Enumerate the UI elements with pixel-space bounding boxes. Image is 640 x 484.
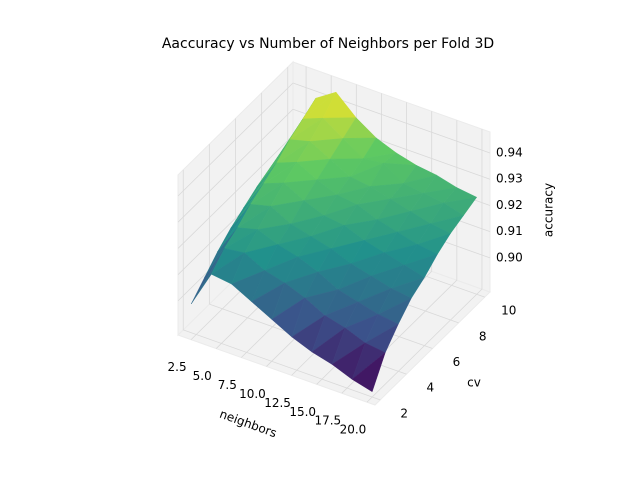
x-tick-label: 12.5 [264,396,291,410]
z-axis-label: accuracy [542,183,556,237]
surface [191,91,478,393]
grid-line [177,82,294,197]
y-tick-label: 10 [501,304,516,318]
z-tick-label: 0.93 [496,172,523,186]
x-tick-label: 20.0 [340,423,367,437]
z-tick-label: 0.94 [496,145,523,159]
z-tick-label: 0.90 [496,250,523,264]
x-axis-label: neighbors [218,407,279,441]
y-tick-label: 8 [479,329,487,343]
x-tick-label: 10.0 [239,387,266,401]
grid-line [177,108,294,223]
z-tick-label: 0.92 [496,198,523,212]
chart-title: Aaccuracy vs Number of Neighbors per Fol… [162,36,494,52]
z-tick-label: 0.91 [496,224,523,238]
x-tick-label: 5.0 [193,369,212,383]
x-tick-label: 17.5 [314,414,341,428]
y-axis-label: cv [467,376,481,390]
y-tick-label: 6 [453,355,461,369]
x-tick-label: 15.0 [289,405,316,419]
grid-line [292,82,491,154]
surface-face [351,352,386,393]
y-tick-label: 4 [427,381,435,395]
grid-line [183,329,381,401]
x-tick-label: 7.5 [218,378,237,392]
grid-line [177,135,294,249]
y-tick-label: 2 [400,406,408,420]
x-tick-label: 2.5 [168,360,187,374]
